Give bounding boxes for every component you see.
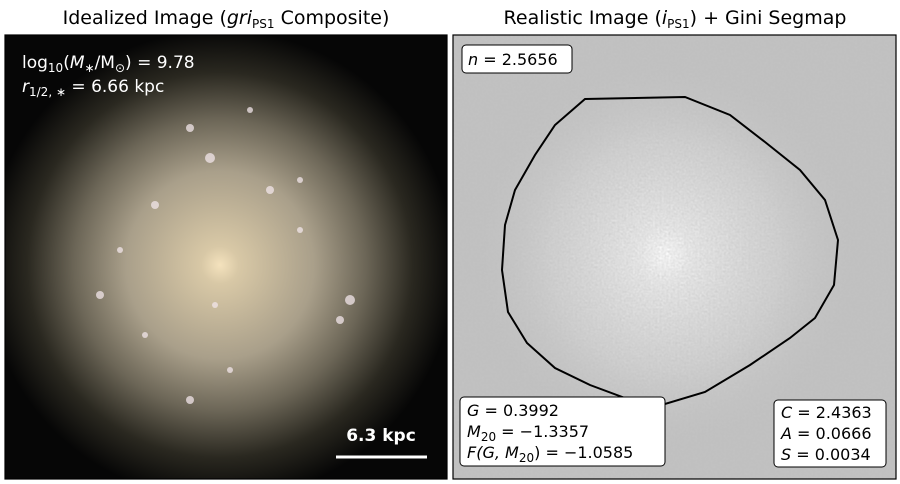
title-part: ) + Gini Segmap xyxy=(690,7,847,29)
label-part: M xyxy=(70,53,85,73)
label-part: ) = xyxy=(534,443,564,462)
label-part: = xyxy=(479,401,503,420)
label-part: = xyxy=(478,50,502,69)
panel-frame xyxy=(452,34,897,480)
cas-box xyxy=(773,399,887,468)
concentration: C = 2.4363 xyxy=(781,403,872,422)
title-part: PS1 xyxy=(252,17,275,31)
label-part: 20 xyxy=(519,451,534,465)
half-mass-radius: r1/2, ∗ = 6.66 kpc xyxy=(22,77,164,99)
label-part: = xyxy=(66,77,91,97)
right-title: Realistic Image (iPS1) + Gini Segmap xyxy=(504,7,847,31)
label-part: M xyxy=(467,422,481,441)
label-part: 1/2, ∗ xyxy=(29,85,66,99)
stellar-mass: log10(M∗/M⊙) = 9.78 xyxy=(22,53,195,75)
label-part: /M xyxy=(95,53,115,73)
gini-m20-box xyxy=(459,396,666,467)
label-part: S xyxy=(781,445,791,464)
title-part: gri xyxy=(227,7,253,29)
label-part: r xyxy=(22,77,30,97)
unit: kpc xyxy=(129,77,164,97)
title-part: Idealized Image ( xyxy=(63,7,227,29)
label-part: = xyxy=(792,424,816,443)
title-part: Composite) xyxy=(275,7,390,29)
label-part: ⊙ xyxy=(115,61,125,75)
label-part: n xyxy=(468,50,478,69)
label-part: log xyxy=(22,53,48,73)
value: 9.78 xyxy=(157,53,195,73)
label-part: F(G, M xyxy=(467,443,519,462)
value: 6.66 xyxy=(91,77,129,97)
title-part: Realistic Image ( xyxy=(504,7,662,29)
label-part: = xyxy=(792,403,816,422)
label-part: ( xyxy=(63,53,70,73)
label-part: ) = xyxy=(125,53,157,73)
sersic-box xyxy=(461,44,573,74)
value: 0.0666 xyxy=(816,424,872,443)
label-part: 10 xyxy=(48,61,63,75)
star-clumps xyxy=(96,107,355,404)
value: −1.0585 xyxy=(564,443,633,462)
value: 2.5656 xyxy=(502,50,558,69)
value: 0.3992 xyxy=(503,401,559,420)
title-part: PS1 xyxy=(667,17,690,31)
panel-frame xyxy=(4,34,448,480)
f-g-m20: F(G, M20) = −1.0585 xyxy=(467,443,633,465)
asymmetry: A = 0.0666 xyxy=(780,424,872,443)
scale-bar-label: 6.3 kpc xyxy=(346,426,416,446)
value: 2.4363 xyxy=(816,403,872,422)
label-part: A xyxy=(780,424,792,443)
label-part: G xyxy=(467,401,479,420)
realistic-image: n = 2.5656 G = 0.3992 M20 = −1.3357 F(G,… xyxy=(452,34,897,480)
gini: G = 0.3992 xyxy=(467,401,559,420)
left-title: Idealized Image (griPS1 Composite) xyxy=(63,7,390,31)
value: −1.3357 xyxy=(520,422,589,441)
title-part: i xyxy=(662,7,668,29)
gini-segmap-contour xyxy=(500,95,840,406)
label-part: C xyxy=(781,403,793,422)
label-part: = xyxy=(496,422,520,441)
label-part: = xyxy=(791,445,815,464)
value: 0.0034 xyxy=(815,445,871,464)
label-part: 20 xyxy=(481,430,496,444)
idealized-image: log10(M∗/M⊙) = 9.78 r1/2, ∗ = 6.66 kpc 6… xyxy=(4,34,448,480)
galaxy-image xyxy=(5,35,447,479)
sersic-index: n = 2.5656 xyxy=(468,50,558,69)
smoothness: S = 0.0034 xyxy=(781,445,871,464)
m20: M20 = −1.3357 xyxy=(467,422,589,444)
label-part: ∗ xyxy=(85,61,95,75)
